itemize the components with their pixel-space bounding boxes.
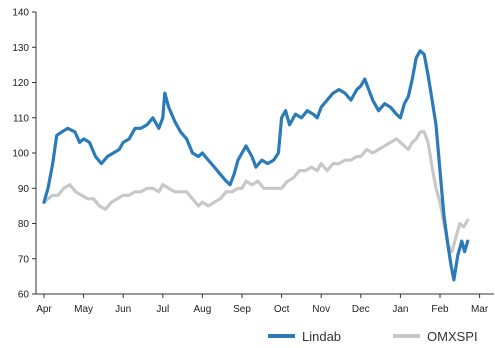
- legend-item-omxspi: OMXSPI: [393, 329, 478, 344]
- x-tick-label: May: [74, 304, 93, 315]
- x-tick-label: Sep: [233, 304, 251, 315]
- y-tick-label: 120: [12, 78, 29, 89]
- y-tick-label: 100: [12, 149, 29, 160]
- legend: Lindab OMXSPI: [268, 329, 478, 344]
- x-tick-label: Feb: [431, 304, 449, 315]
- x-tick-label: Jul: [156, 304, 169, 315]
- series-line-omxspi: [42, 130, 470, 254]
- y-tick-label: 90: [18, 184, 30, 195]
- x-tick-label: Aug: [194, 304, 212, 315]
- legend-item-lindab: Lindab: [268, 329, 341, 344]
- x-tick-label: Apr: [36, 304, 52, 315]
- y-tick-label: 130: [12, 43, 29, 54]
- legend-label-omxspi: OMXSPI: [427, 329, 478, 344]
- y-tick-label: 60: [18, 290, 30, 301]
- x-tick-label: Dec: [352, 304, 370, 315]
- x-tick-label: Jun: [115, 304, 131, 315]
- series-line-lindab: [42, 49, 470, 282]
- x-tick-label: Nov: [312, 304, 330, 315]
- x-tick-label: Jan: [392, 304, 408, 315]
- x-tick-label: Oct: [274, 304, 290, 315]
- y-tick-label: 110: [13, 113, 29, 124]
- y-tick-label: 70: [18, 254, 30, 265]
- y-tick-label: 140: [12, 8, 29, 19]
- y-axis: 60 70 80 90 100 110 120 130 140: [12, 8, 37, 301]
- series-layer: [42, 49, 470, 282]
- x-tick-label: Mar: [471, 304, 489, 315]
- y-tick-label: 80: [18, 219, 30, 230]
- x-axis: Apr May Jun Jul Aug Sep Oct Nov Dec Jan Feb Mar: [36, 293, 494, 315]
- legend-label-lindab: Lindab: [302, 329, 341, 344]
